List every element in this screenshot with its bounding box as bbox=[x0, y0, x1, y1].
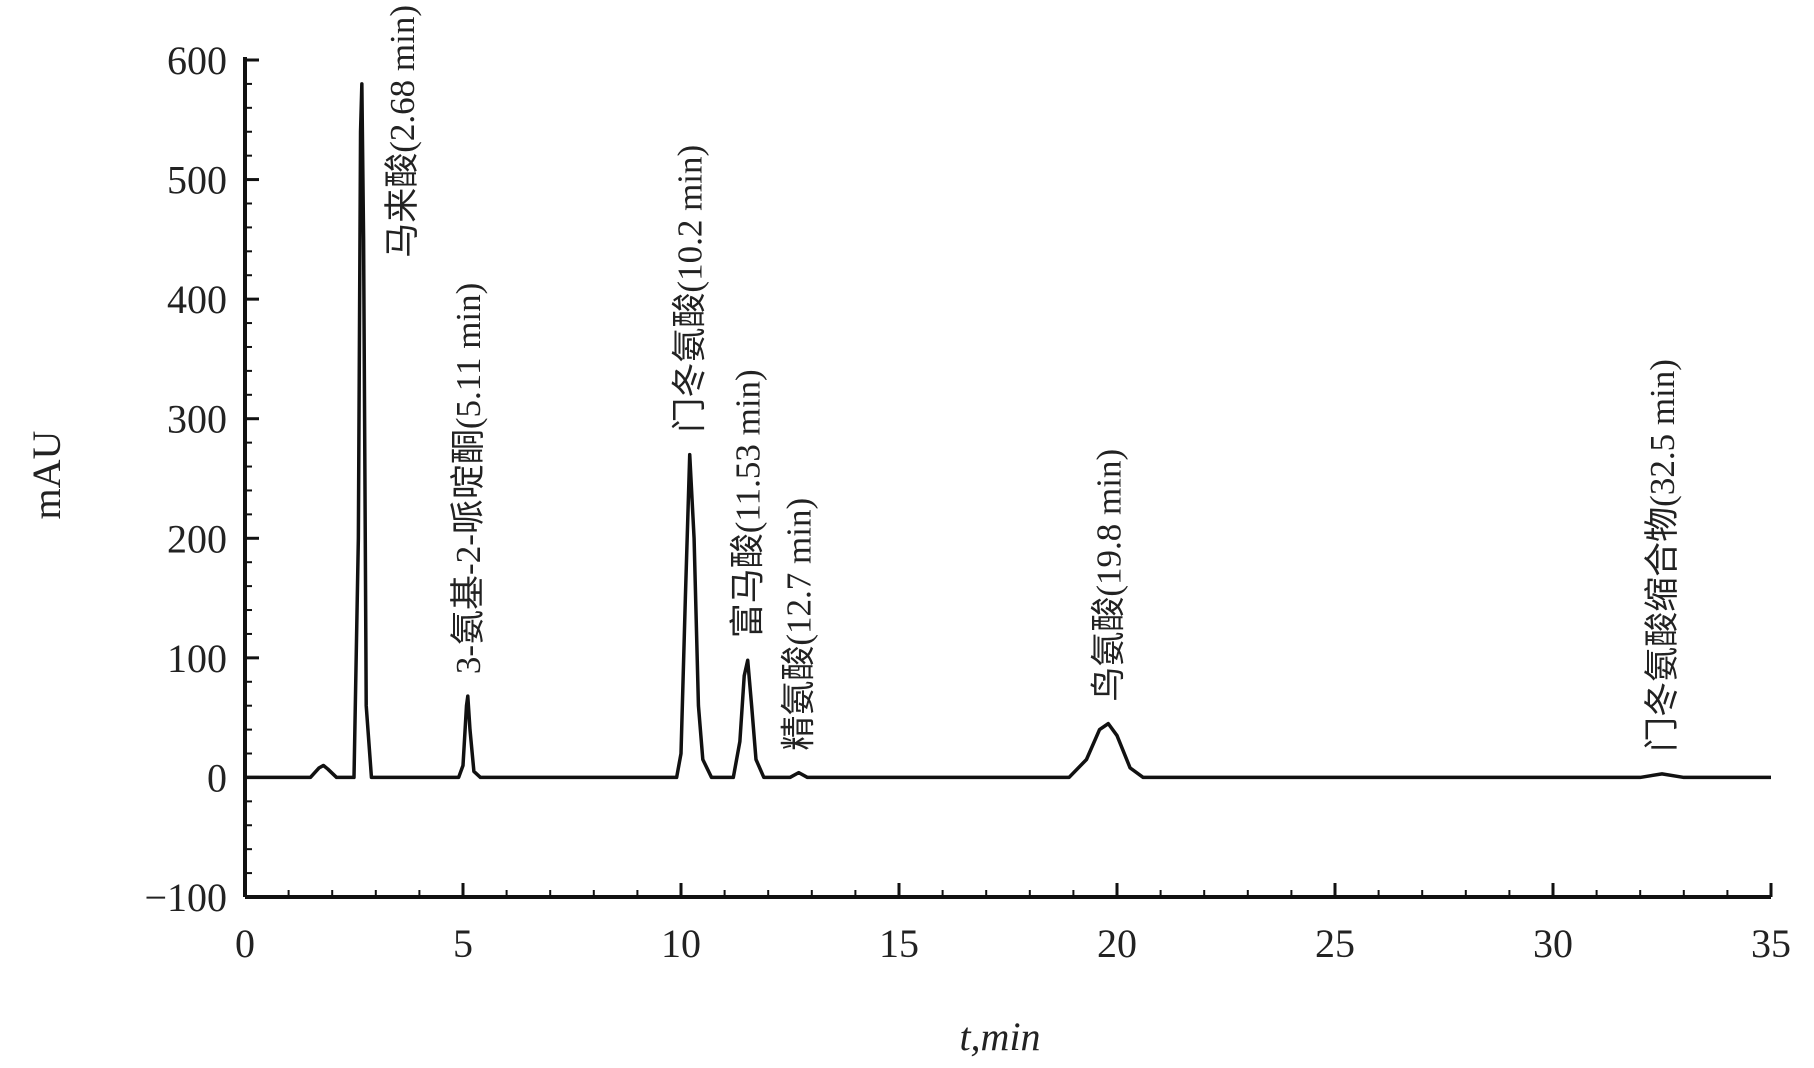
x-tick-label: 25 bbox=[1315, 921, 1355, 966]
peak-label: 鸟氨酸(19.8 min) bbox=[1089, 449, 1128, 702]
y-tick-label: 0 bbox=[207, 755, 227, 800]
x-tick-label: 10 bbox=[661, 921, 701, 966]
trace bbox=[245, 82, 1771, 780]
y-tick-label: 200 bbox=[167, 516, 227, 561]
peak-label: 马来酸(2.68 min) bbox=[383, 5, 422, 258]
y-tick-label: 100 bbox=[167, 636, 227, 681]
x-axis-label: t,min bbox=[959, 1014, 1040, 1059]
peak-label: 3-氨基-2-哌啶酮(5.11 min) bbox=[449, 283, 488, 674]
y-axis-label: mAU bbox=[24, 430, 69, 519]
x-tick-label: 5 bbox=[453, 921, 473, 966]
y-tick-label: −100 bbox=[144, 875, 227, 920]
y-tick-label: 300 bbox=[167, 397, 227, 442]
peak-label: 精氨酸(12.7 min) bbox=[780, 498, 819, 751]
x-tick-label: 35 bbox=[1751, 921, 1791, 966]
y-tick-label: 400 bbox=[167, 277, 227, 322]
peak-label: 门冬氨酸(10.2 min) bbox=[671, 145, 710, 433]
y-tick-label: 600 bbox=[167, 38, 227, 83]
x-tick-label: 20 bbox=[1097, 921, 1137, 966]
peak-label: 富马酸(11.53 min) bbox=[729, 369, 768, 638]
y-tick-label: 500 bbox=[167, 158, 227, 203]
x-tick-label: 30 bbox=[1533, 921, 1573, 966]
x-tick-label: 0 bbox=[235, 921, 255, 966]
peak-label: 门冬氨酸缩合物(32.5 min) bbox=[1643, 359, 1682, 752]
x-tick-label: 15 bbox=[879, 921, 919, 966]
